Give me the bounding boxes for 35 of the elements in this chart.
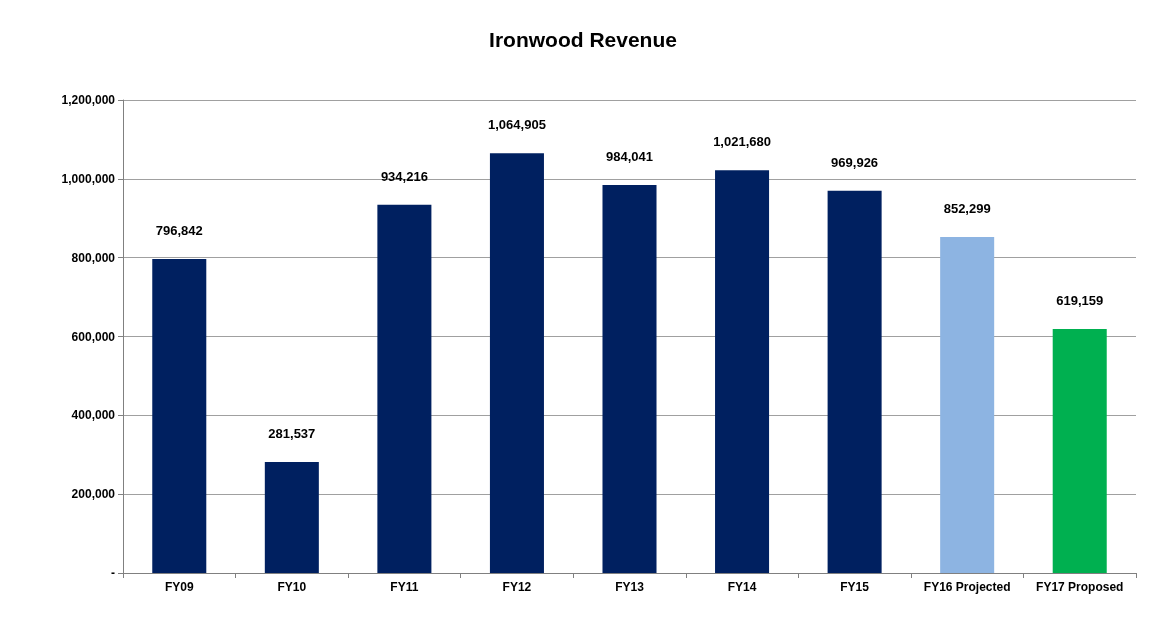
- data-label: 1,021,680: [713, 134, 771, 150]
- bar: [152, 258, 207, 573]
- x-tick-label: FY10: [277, 580, 307, 594]
- data-label: 969,926: [831, 154, 879, 170]
- bar: [377, 204, 432, 573]
- x-tick-label: FY15: [840, 580, 870, 594]
- y-tick-label: -: [111, 566, 115, 580]
- y-tick-label: 1,000,000: [61, 171, 116, 186]
- y-tick-label: 1,200,000: [61, 93, 116, 107]
- data-label: 281,537: [268, 426, 316, 442]
- data-label: 852,299: [943, 201, 991, 217]
- y-tick-label: 200,000: [71, 487, 116, 502]
- x-tick-label: FY13: [615, 580, 645, 594]
- data-label: 1,064,905: [488, 117, 546, 133]
- y-tick-label: 600,000: [71, 329, 116, 344]
- bar: [827, 190, 882, 573]
- data-label: 934,216: [380, 168, 428, 184]
- x-tick-label: FY12: [502, 580, 532, 594]
- y-tick-label: 400,000: [71, 408, 116, 423]
- chart-title: Ironwood Revenue: [489, 28, 677, 51]
- bar: [264, 462, 319, 573]
- x-tick-label: FY14: [727, 580, 757, 594]
- bar: [602, 185, 657, 573]
- x-tick-label: FY09: [164, 580, 194, 594]
- x-tick-label: FY17 Proposed: [1036, 580, 1124, 594]
- bar: [489, 153, 544, 573]
- x-tick-label: FY11: [390, 580, 419, 594]
- data-label: 984,041: [606, 149, 653, 165]
- bar: [1052, 328, 1107, 573]
- data-label: 796,842: [155, 222, 203, 238]
- x-tick-label: FY16 Projected: [923, 580, 1011, 594]
- y-tick-label: 800,000: [71, 250, 116, 265]
- bar: [940, 237, 995, 573]
- data-label: 619,159: [1056, 292, 1104, 308]
- bar: [715, 170, 770, 573]
